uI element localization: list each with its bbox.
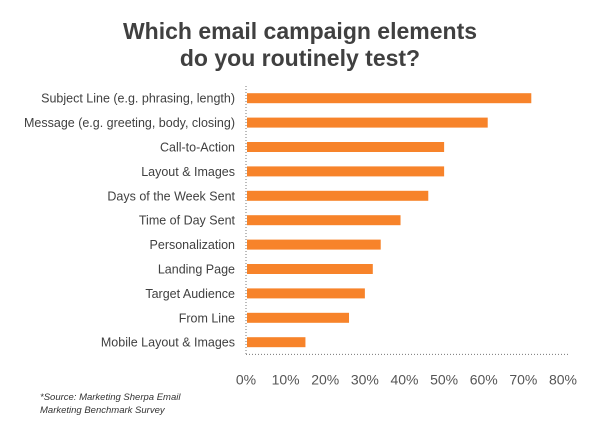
- bar: [247, 239, 381, 250]
- title-line-2: do you routinely test?: [179, 45, 421, 71]
- x-tick-label: 30%: [351, 371, 379, 387]
- category-label: Call-to-Action: [160, 141, 235, 155]
- bar: [247, 117, 488, 128]
- category-label: Subject Line (e.g. phrasing, length): [41, 92, 235, 106]
- category-label: Time of Day Sent: [139, 214, 236, 228]
- bar: [247, 288, 365, 299]
- category-label: Mobile Layout & Images: [101, 336, 235, 350]
- bar: [247, 93, 532, 104]
- source-line-1: *Source: Marketing Sherpa Email: [40, 392, 181, 403]
- bar: [247, 215, 401, 226]
- x-tick-label: 50%: [430, 371, 458, 387]
- x-tick-label: 0%: [236, 371, 256, 387]
- bar: [247, 337, 306, 348]
- category-label: Layout & Images: [141, 165, 235, 179]
- title-line-1: Which email campaign elements: [122, 18, 478, 44]
- x-tick-label: 10%: [272, 371, 300, 387]
- category-label: Personalization: [150, 238, 236, 252]
- bar: [247, 264, 373, 274]
- x-tick-label: 70%: [509, 371, 537, 387]
- category-label: From Line: [179, 311, 235, 325]
- source-line-2: Marketing Benchmark Survey: [40, 405, 165, 416]
- category-label: Message (e.g. greeting, body, closing): [24, 116, 235, 130]
- bar: [247, 166, 445, 177]
- bar: [247, 142, 445, 152]
- x-tick-label: 20%: [311, 371, 339, 387]
- x-tick-label: 80%: [549, 371, 577, 387]
- category-label: Days of the Week Sent: [107, 189, 235, 203]
- bar: [247, 190, 429, 201]
- x-tick-label: 40%: [390, 371, 418, 387]
- x-tick-label: 60%: [470, 371, 498, 387]
- chart-title: Which email campaign elements do you rou…: [0, 18, 600, 72]
- category-label: Target Audience: [145, 287, 235, 301]
- bar: [247, 312, 350, 323]
- source-note: *Source: Marketing Sherpa Email Marketin…: [40, 391, 240, 417]
- category-label: Landing Page: [158, 263, 235, 277]
